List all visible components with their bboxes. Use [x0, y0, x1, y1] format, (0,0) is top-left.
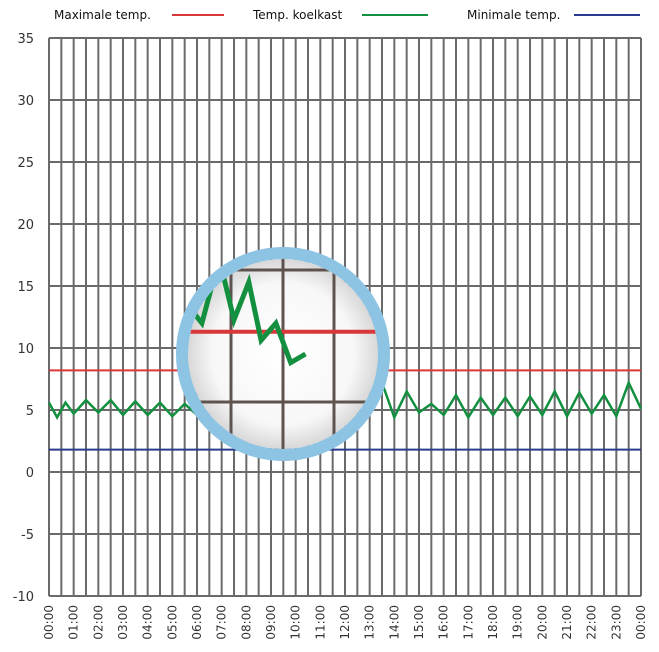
x-tick-label: 13:00: [363, 605, 377, 640]
x-tick-label: 19:00: [511, 605, 525, 640]
x-tick-label: 21:00: [560, 605, 574, 640]
x-tick-label: 15:00: [412, 605, 426, 640]
x-tick-label: 20:00: [535, 605, 549, 640]
x-tick-label: 18:00: [486, 605, 500, 640]
x-tick-label: 11:00: [313, 605, 327, 640]
y-tick-label: 10: [17, 342, 34, 357]
y-tick-label: 15: [17, 280, 34, 295]
y-tick-label: 30: [17, 94, 34, 109]
y-tick-label: 25: [17, 156, 34, 171]
y-tick-label: 35: [17, 32, 34, 47]
x-tick-label: 01:00: [67, 605, 81, 640]
zoom-magnifier: [176, 247, 390, 461]
x-tick-label: 23:00: [609, 605, 623, 640]
x-tick-label: 08:00: [239, 605, 253, 640]
x-tick-label: 00:00: [42, 605, 56, 640]
x-tick-label: 16:00: [437, 605, 451, 640]
y-axis: 35 30 25 20 15 10 5 0 -5 -10: [13, 32, 34, 605]
legend-item-fridge: Temp. koelkast: [252, 8, 428, 22]
x-axis: 00:00 01:00 02:00 03:00 04:00 05:00 06:00 07:00…: [42, 605, 648, 640]
y-tick-label: -5: [21, 528, 34, 543]
x-tick-label: 07:00: [215, 605, 229, 640]
x-tick-label: 14:00: [387, 605, 401, 640]
y-tick-label: 20: [17, 218, 34, 233]
legend-label-fridge: Temp. koelkast: [252, 8, 343, 22]
legend-item-min: Minimale temp.: [467, 8, 640, 22]
x-tick-label: 02:00: [91, 605, 105, 640]
x-tick-label: 00:00: [634, 605, 648, 640]
legend: Maximale temp. Temp. koelkast Minimale t…: [54, 8, 640, 22]
x-tick-label: 09:00: [264, 605, 278, 640]
x-tick-label: 03:00: [116, 605, 130, 640]
x-tick-label: 05:00: [165, 605, 179, 640]
grid: [48, 37, 642, 597]
x-tick-label: 04:00: [141, 605, 155, 640]
legend-item-max: Maximale temp.: [54, 8, 224, 22]
x-tick-label: 17:00: [461, 605, 475, 640]
legend-label-min: Minimale temp.: [467, 8, 560, 22]
x-tick-label: 22:00: [585, 605, 599, 640]
y-tick-label: 0: [26, 466, 34, 481]
x-tick-label: 12:00: [338, 605, 352, 640]
legend-label-max: Maximale temp.: [54, 8, 151, 22]
x-tick-label: 06:00: [190, 605, 204, 640]
x-tick-label: 10:00: [289, 605, 303, 640]
y-tick-label: 5: [26, 404, 34, 419]
y-tick-label: -10: [13, 590, 34, 605]
zoom-lens-ring: [176, 247, 390, 461]
